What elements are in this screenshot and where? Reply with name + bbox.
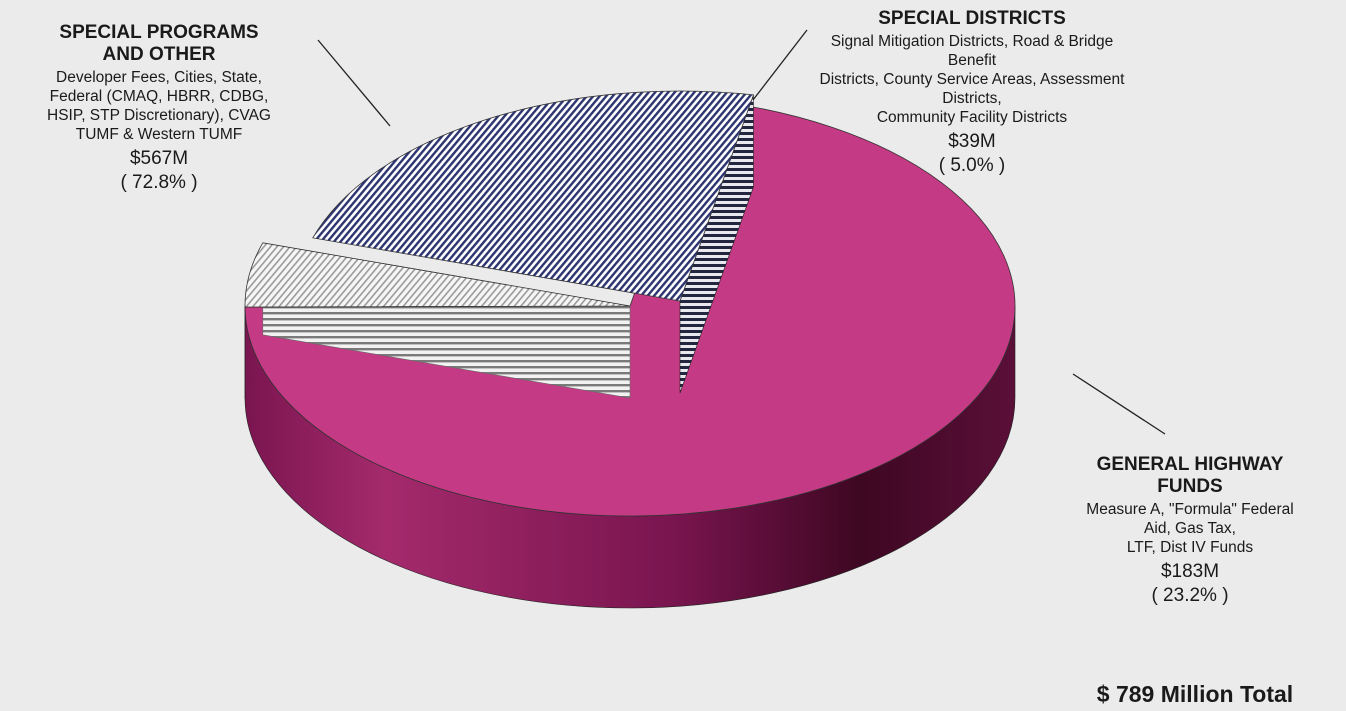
slice-top xyxy=(312,90,755,302)
slice-title: SPECIAL DISTRICTS xyxy=(812,8,1132,30)
slice-percent: ( 23.2% ) xyxy=(1151,585,1229,606)
slice-label-special-districts: SPECIAL DISTRICTS Signal Mitigation Dist… xyxy=(812,8,1132,178)
slice-title: SPECIAL PROGRAMS AND OTHER xyxy=(0,22,318,66)
slice-amount: $567M xyxy=(129,148,189,169)
slice-title-line: SPECIAL DISTRICTS xyxy=(878,8,1066,29)
slice-title: GENERAL HIGHWAY FUNDS xyxy=(1040,454,1340,498)
slice-amount: $39M xyxy=(948,131,996,152)
slice-percent: ( 72.8% ) xyxy=(120,172,198,193)
slice-top xyxy=(244,242,631,308)
slice-description: Signal Mitigation Districts, Road & Brid… xyxy=(812,32,1132,127)
slice-title-line: FUNDS xyxy=(1157,476,1223,497)
slice-description: Developer Fees, Cities, State, Federal (… xyxy=(0,68,318,144)
slice-description-line: TUMF & Western TUMF xyxy=(75,126,243,143)
leader-line-general-highway xyxy=(1072,373,1166,435)
slice-description-line: Signal Mitigation Districts, Road & Brid… xyxy=(830,33,1114,69)
slice-description-line: Districts, County Service Areas, Assessm… xyxy=(819,71,1125,107)
total-label: $ 789 Million Total xyxy=(1096,681,1294,707)
slice-percent: ( 5.0% ) xyxy=(938,155,1006,176)
slice-description-line: Community Facility Districts xyxy=(876,109,1068,126)
slice-description-line: Measure A, "Formula" Federal xyxy=(1086,501,1294,518)
slice-description-line: Aid, Gas Tax, xyxy=(1144,520,1236,537)
slice-label-special-programs: SPECIAL PROGRAMS AND OTHER Developer Fee… xyxy=(0,22,318,195)
slice-description: Measure A, "Formula" Federal Aid, Gas Ta… xyxy=(1040,500,1340,557)
slice-description-line: Developer Fees, Cities, State, xyxy=(56,69,262,86)
leader-line-special-districts xyxy=(752,29,808,101)
slice-title-line: AND OTHER xyxy=(102,44,216,65)
slice-general-highway xyxy=(312,90,755,394)
slice-title-line: SPECIAL PROGRAMS xyxy=(59,22,259,43)
leader-line-special-programs xyxy=(317,39,391,127)
slice-special-districts xyxy=(244,242,631,400)
slice-description-line: HSIP, STP Discretionary), CVAG xyxy=(47,107,271,124)
slice-title-line: GENERAL HIGHWAY xyxy=(1096,454,1284,475)
slice-description-line: Federal (CMAQ, HBRR, CDBG, xyxy=(49,88,269,105)
slice-label-general-highway: GENERAL HIGHWAY FUNDS Measure A, "Formul… xyxy=(1040,454,1340,608)
slice-description-line: LTF, Dist IV Funds xyxy=(1126,539,1254,556)
slice-amount: $183M xyxy=(1160,561,1220,582)
